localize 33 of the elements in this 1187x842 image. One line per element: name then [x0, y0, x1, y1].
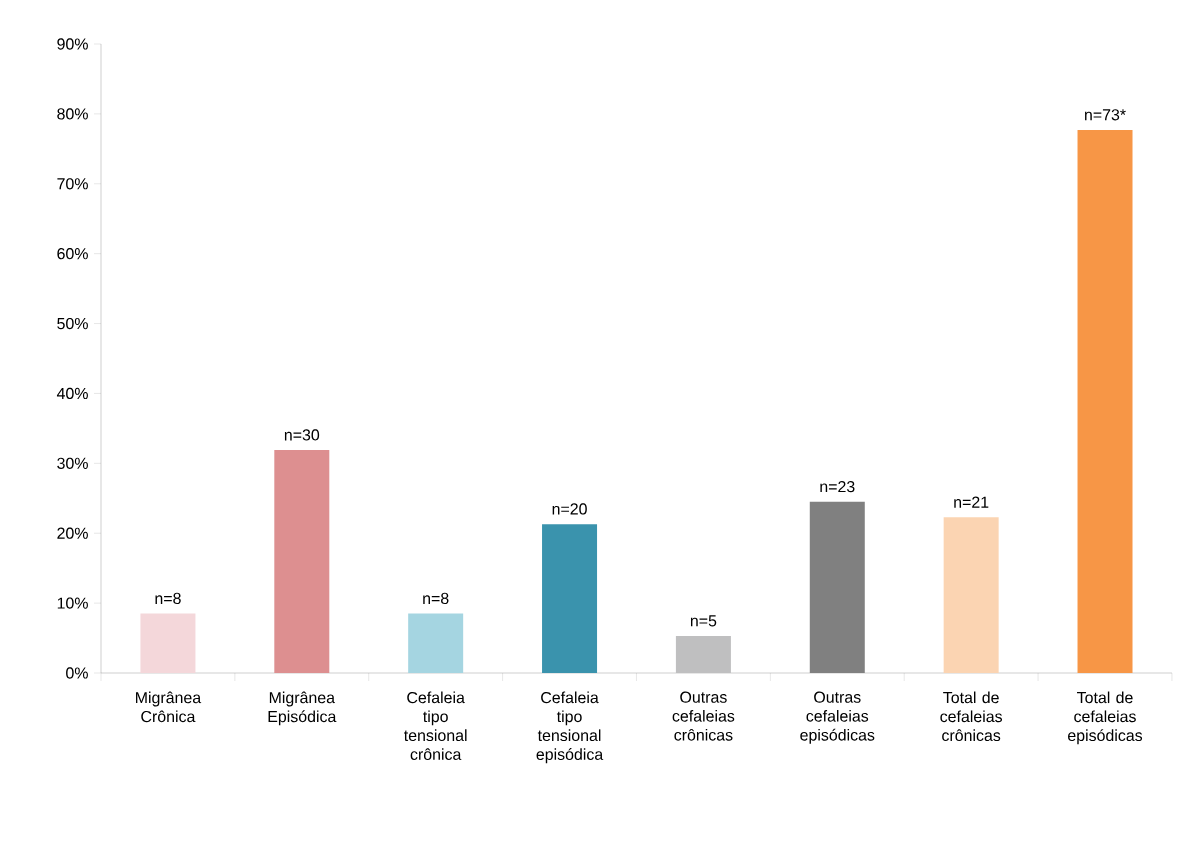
x-tick-label: Outras cefaleias episódicas: [800, 691, 875, 744]
y-tick-label: 60%: [57, 248, 88, 260]
bar: [943, 517, 999, 673]
annotation: n=73*: [1085, 109, 1126, 121]
x-tick-label: Cefaleia tipo tensional episódica: [536, 691, 604, 764]
y-tick-label: 30%: [57, 457, 88, 469]
x-tick-label: Outras cefaleias crônicas: [672, 691, 735, 741]
bar: [408, 613, 464, 673]
bar: [140, 613, 196, 673]
annotation: n=8: [423, 592, 449, 605]
y-tick-label: 20%: [57, 527, 88, 539]
y-tick-label: 0%: [66, 667, 88, 679]
annotation: n=21: [954, 496, 989, 508]
y-tick-label: 40%: [56, 387, 88, 400]
annotation: n=20: [552, 503, 587, 515]
x-tick-label: Migrânea Episódica: [268, 691, 337, 726]
y-tick-label: 90%: [57, 38, 88, 50]
y-tick-label: 70%: [57, 178, 88, 190]
annotation: n=23: [820, 480, 855, 493]
bar: [274, 450, 330, 673]
annotation: n=30: [284, 429, 320, 441]
y-tick-label: 10%: [57, 597, 88, 609]
x-tick-label: Cefaleia tipo tensional crônica: [404, 691, 467, 761]
x-tick-label: Total de cefaleias crônicas: [940, 691, 1003, 742]
bar: [542, 524, 598, 673]
bar: [675, 635, 731, 673]
x-tick-label: Total de cefaleias episódicas: [1068, 691, 1143, 745]
annotation: n=5: [690, 615, 717, 627]
bar: [1077, 129, 1133, 673]
annotation: n=8: [155, 592, 181, 605]
y-tick-label: 50%: [57, 317, 88, 330]
x-tick-label: Migrânea Crônica: [136, 691, 202, 723]
y-tick-label: 80%: [57, 108, 88, 120]
